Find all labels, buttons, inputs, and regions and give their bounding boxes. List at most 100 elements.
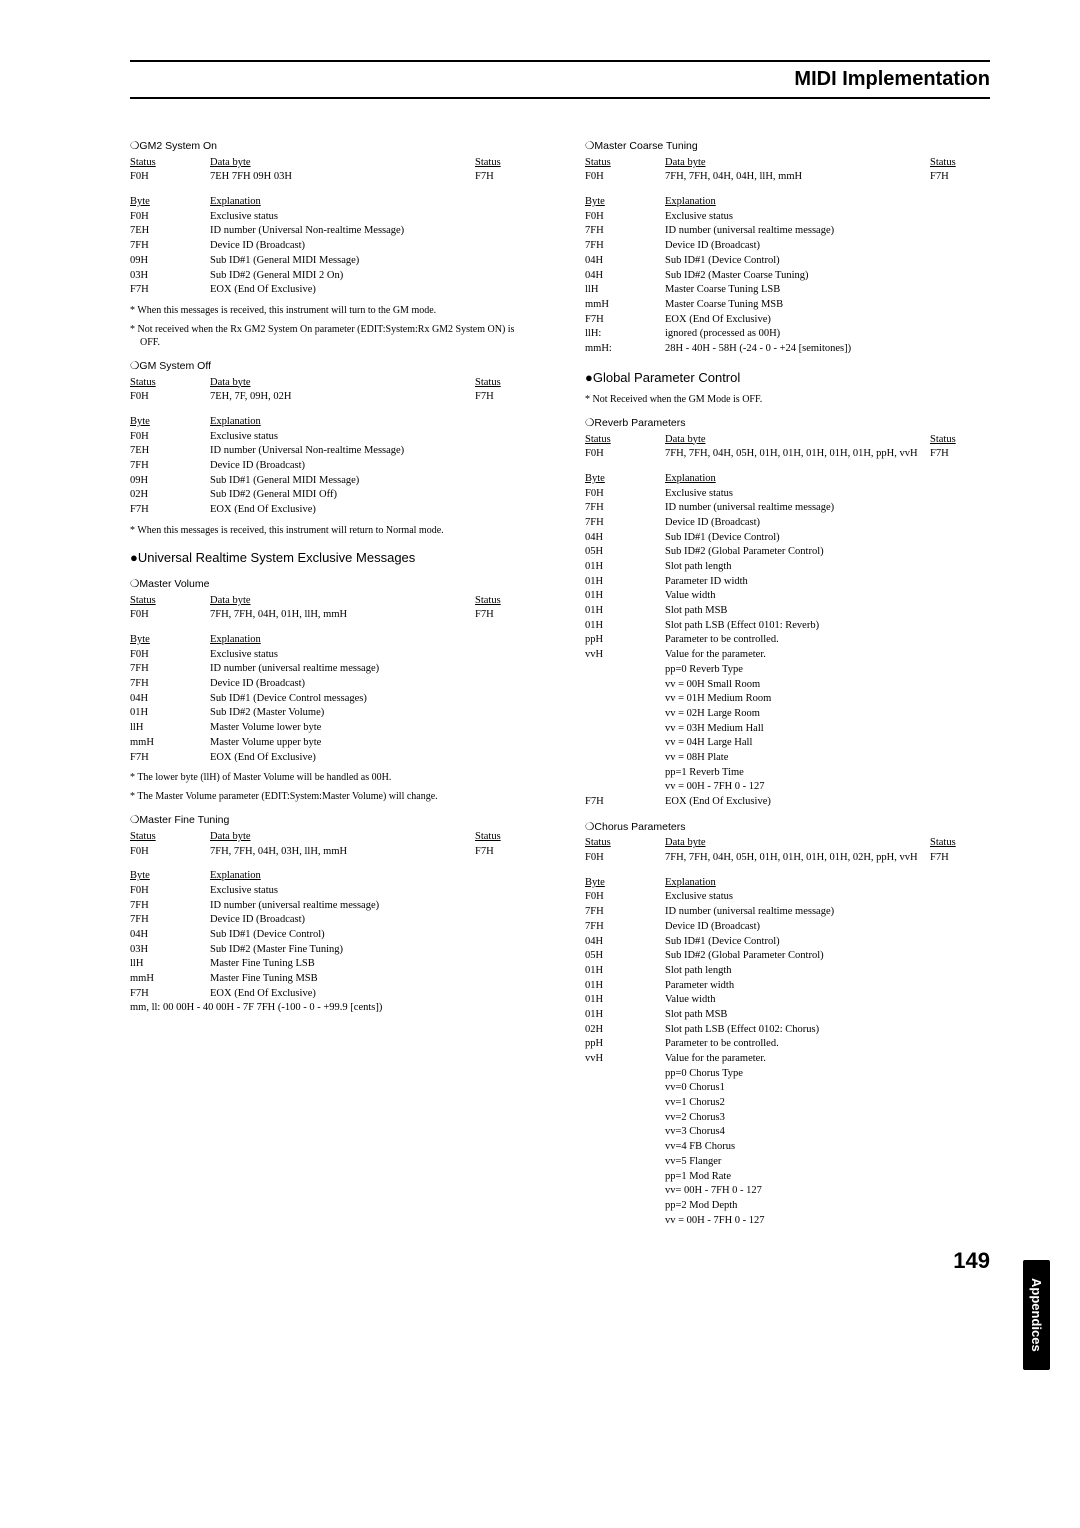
mct-title: ❍Master Coarse Tuning — [585, 139, 990, 154]
exp-cell: vv=0 Chorus1 — [665, 1081, 990, 1096]
val: 7EH, 7F, 09H, 02H — [210, 390, 475, 405]
table-row: vv=5 Flanger — [585, 1155, 990, 1170]
table-row: F0HExclusive status — [130, 884, 535, 899]
byte-cell: F7H — [585, 795, 665, 810]
table-row: pp=1 Mod Rate — [585, 1170, 990, 1185]
byte-cell: F0H — [130, 884, 210, 899]
hdr-exp: Explanation — [210, 869, 535, 884]
table-row: F7HEOX (End Of Exclusive) — [585, 313, 990, 328]
byte-cell: llH — [130, 721, 210, 736]
byte-cell: 7FH — [130, 899, 210, 914]
byte-cell: ppH — [585, 1037, 665, 1052]
byte-cell — [585, 780, 665, 795]
table-row: F7HEOX (End Of Exclusive) — [130, 751, 535, 766]
exp-cell: 28H - 40H - 58H (-24 - 0 - +24 [semitone… — [665, 342, 990, 357]
byte-cell: 02H — [585, 1023, 665, 1038]
exp-cell: Master Fine Tuning LSB — [210, 957, 535, 972]
exp-cell: EOX (End Of Exclusive) — [210, 503, 535, 518]
hdr-data: Data byte — [665, 156, 930, 171]
table-row: 7FHID number (universal realtime message… — [585, 224, 990, 239]
val: 7FH, 7FH, 04H, 05H, 01H, 01H, 01H, 01H, … — [665, 447, 930, 462]
exp-cell: EOX (End Of Exclusive) — [210, 987, 535, 1002]
exp-cell: Slot path MSB — [665, 604, 990, 619]
note-text: * The lower byte (llH) of Master Volume … — [130, 771, 535, 784]
table-row: 7FHDevice ID (Broadcast) — [130, 677, 535, 692]
table-row: 7FHDevice ID (Broadcast) — [585, 516, 990, 531]
hdr-status: Status — [585, 433, 665, 448]
val: F0H — [130, 390, 210, 405]
hdr-st2: Status — [475, 376, 535, 391]
table-row: vv = 04H Large Hall — [585, 736, 990, 751]
table-row: 01HSlot path length — [585, 560, 990, 575]
byte-cell: 7FH — [130, 662, 210, 677]
val: F7H — [475, 608, 535, 623]
byte-cell: 05H — [585, 545, 665, 560]
exp-cell: EOX (End Of Exclusive) — [665, 795, 990, 810]
gm2-on-title: ❍GM2 System On — [130, 139, 535, 154]
hdr-st2: Status — [930, 156, 990, 171]
table-row: 09HSub ID#1 (General MIDI Message) — [130, 254, 535, 269]
byte-cell: F0H — [130, 210, 210, 225]
gpc-title: ●Global Parameter Control — [585, 369, 990, 387]
table-row: pp=1 Reverb Time — [585, 766, 990, 781]
hdr-status: Status — [585, 836, 665, 851]
exp-cell: Exclusive status — [665, 210, 990, 225]
hdr-exp: Explanation — [210, 633, 535, 648]
exp-cell: Master Coarse Tuning LSB — [665, 283, 990, 298]
exp-cell: ignored (processed as 00H) — [665, 327, 990, 342]
exp-cell: Device ID (Broadcast) — [210, 677, 535, 692]
val: F7H — [930, 170, 990, 185]
hdr-byte: Byte — [130, 195, 210, 210]
exp-cell: vv = 00H - 7FH 0 - 127 — [665, 780, 990, 795]
hdr-status: Status — [585, 156, 665, 171]
mft-title: ❍Master Fine Tuning — [130, 813, 535, 828]
exp-cell: Exclusive status — [210, 884, 535, 899]
hdr-data: Data byte — [210, 830, 475, 845]
byte-cell: 04H — [130, 928, 210, 943]
hdr-data: Data byte — [210, 376, 475, 391]
byte-cell: 09H — [130, 474, 210, 489]
val: F0H — [130, 170, 210, 185]
table-row: F0HExclusive status — [130, 210, 535, 225]
exp-cell: Sub ID#2 (Global Parameter Control) — [665, 949, 990, 964]
exp-cell: Exclusive status — [210, 648, 535, 663]
hdr-data: Data byte — [665, 836, 930, 851]
byte-cell: 01H — [585, 589, 665, 604]
val: F0H — [130, 608, 210, 623]
note-text: * Not Received when the GM Mode is OFF. — [585, 393, 990, 406]
byte-cell — [585, 736, 665, 751]
table-row: F0HExclusive status — [585, 487, 990, 502]
exp-cell: ID number (universal realtime message) — [665, 224, 990, 239]
hdr-status: Status — [130, 376, 210, 391]
table-row: 02HSlot path LSB (Effect 0102: Chorus) — [585, 1023, 990, 1038]
byte-cell: 7FH — [585, 239, 665, 254]
byte-cell: 7FH — [130, 239, 210, 254]
val: F0H — [130, 845, 210, 860]
table-row: 7FHID number (universal realtime message… — [585, 501, 990, 516]
byte-cell: 01H — [585, 575, 665, 590]
exp-cell: vv=3 Chorus4 — [665, 1125, 990, 1140]
table-row: F7HEOX (End Of Exclusive) — [585, 795, 990, 810]
val: 7FH, 7FH, 04H, 05H, 01H, 01H, 01H, 01H, … — [665, 851, 930, 866]
byte-cell: mmH — [130, 972, 210, 987]
exp-cell: Sub ID#1 (Device Control) — [665, 935, 990, 950]
exp-cell: Sub ID#2 (Global Parameter Control) — [665, 545, 990, 560]
exp-cell: Sub ID#2 (General MIDI Off) — [210, 488, 535, 503]
byte-cell: 02H — [130, 488, 210, 503]
table-row: F0HExclusive status — [585, 210, 990, 225]
hdr-status: Status — [130, 594, 210, 609]
byte-cell: 01H — [585, 979, 665, 994]
exp-cell: Exclusive status — [210, 210, 535, 225]
cho-title: ❍Chorus Parameters — [585, 820, 990, 835]
hdr-data: Data byte — [665, 433, 930, 448]
hdr-data: Data byte — [210, 594, 475, 609]
exp-cell: EOX (End Of Exclusive) — [210, 283, 535, 298]
hdr-status: Status — [130, 156, 210, 171]
byte-cell: 7FH — [585, 224, 665, 239]
byte-cell: mmH — [130, 736, 210, 751]
hdr-exp: Explanation — [210, 195, 535, 210]
table-row: 04HSub ID#1 (Device Control messages) — [130, 692, 535, 707]
exp-cell: Slot path LSB (Effect 0102: Chorus) — [665, 1023, 990, 1038]
table-row: vv = 02H Large Room — [585, 707, 990, 722]
exp-cell: Sub ID#1 (General MIDI Message) — [210, 474, 535, 489]
